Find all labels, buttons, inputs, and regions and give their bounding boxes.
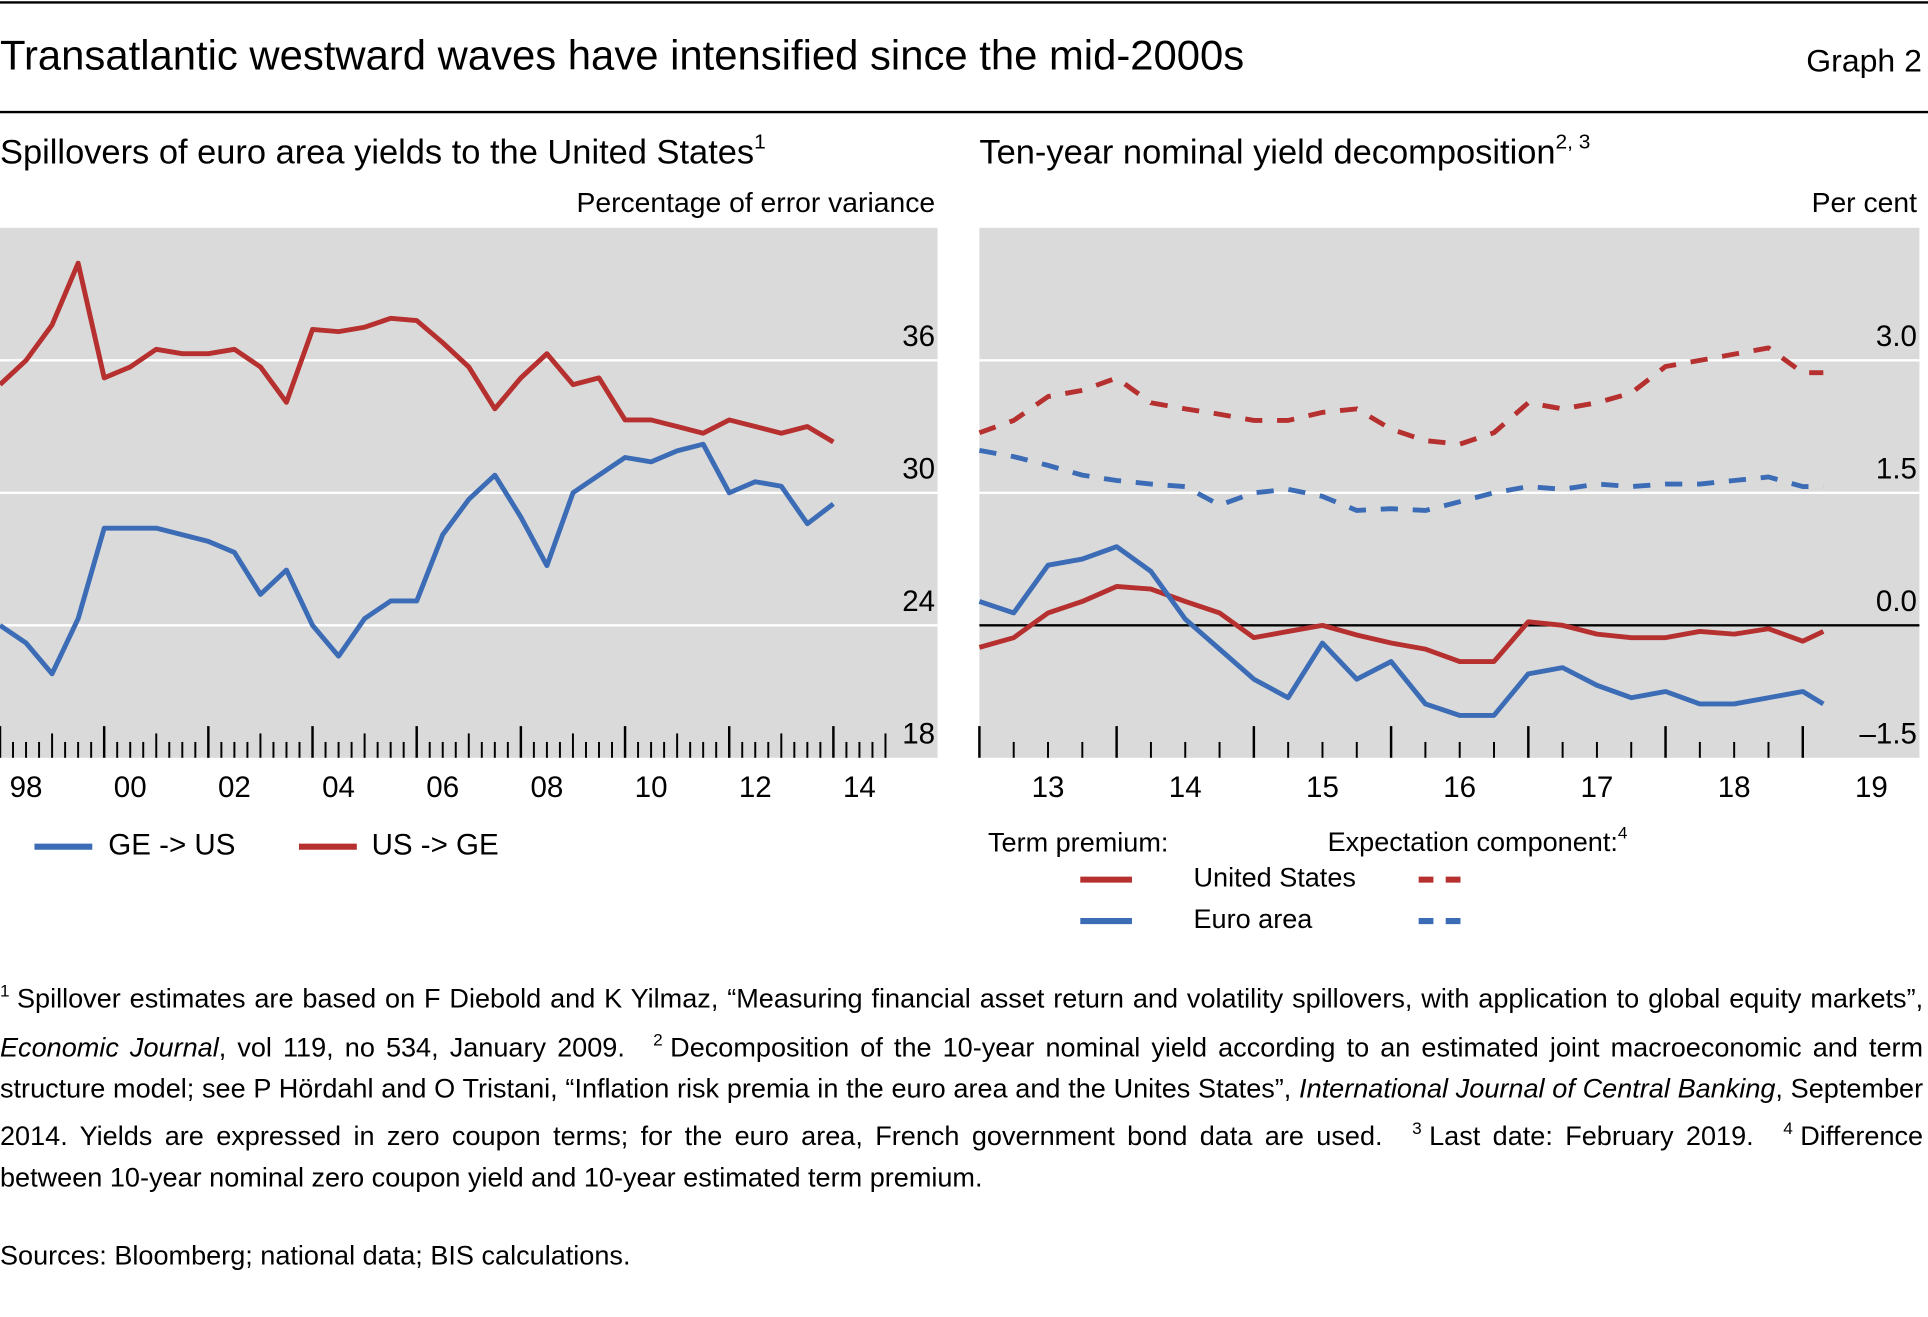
main-title: Transatlantic westward waves have intens… <box>0 32 1244 79</box>
legend-note: 4 <box>1618 822 1628 842</box>
x-tick-label: 15 <box>1306 771 1339 804</box>
series-line <box>978 345 1824 447</box>
x-tick-label: 17 <box>1581 771 1614 804</box>
x-tick-label: 13 <box>1032 771 1065 804</box>
chart-title-text: Ten-year nominal yield decomposition <box>979 134 1555 172</box>
y-tick-label: 36 <box>902 320 935 353</box>
footnote: 1 Spillover estimates are based on F Dieb… <box>0 980 1924 1063</box>
graph-label: Graph 2 <box>1806 43 1922 79</box>
footnote-marker: 3 <box>1412 1118 1422 1139</box>
x-tick-label: 14 <box>1169 771 1202 804</box>
y-tick-label: 0.0 <box>1876 585 1917 618</box>
legend-heading-text: Expectation component: <box>1328 827 1618 857</box>
y-tick-label: 18 <box>902 718 935 751</box>
footnote-text: Difference between 10-year nominal zero … <box>0 1121 1924 1193</box>
footnote-text: , September 2014. Yields are expressed i… <box>0 1072 1924 1152</box>
x-tick-label: 19 <box>1855 771 1888 804</box>
series-line <box>978 544 1825 718</box>
x-tick-label: 18 <box>1718 771 1751 804</box>
x-tick-label: 06 <box>426 771 459 804</box>
y-axis-unit: Per cent <box>1812 187 1918 218</box>
y-tick-label: 30 <box>902 453 935 486</box>
charts: Transatlantic westward waves have intens… <box>0 1 1928 934</box>
chart-title-text: Spillovers of euro area yields to the Un… <box>0 134 754 172</box>
title-note: 1 <box>754 130 766 153</box>
x-tick-label: 10 <box>635 771 668 804</box>
legend-label: US -> GE <box>372 829 499 862</box>
y-tick-label: 24 <box>902 585 935 618</box>
sources: Sources: Bloomberg; national data; BIS c… <box>0 1240 631 1271</box>
footnote: 4 Difference between 10-year nominal zero… <box>0 1118 1924 1193</box>
series-line <box>0 441 835 677</box>
y-axis-unit: Percentage of error variance <box>577 187 936 218</box>
footnote-marker: 2 <box>653 1029 663 1049</box>
footnote-text: , vol 119, no 534, January 2009. <box>218 1031 625 1063</box>
y-tick-label: 3.0 <box>1876 320 1917 353</box>
footnote-text: Spillover estimates are based on F Diebo… <box>16 983 1924 1014</box>
x-tick-label: 14 <box>843 771 876 804</box>
x-tick-label: 12 <box>739 771 772 804</box>
footnote-marker: 1 <box>0 980 10 1001</box>
title-note: 2, 3 <box>1556 130 1591 153</box>
footnote-text: Last date: February 2019. <box>1429 1121 1754 1152</box>
legend-label: Euro area <box>1193 904 1312 934</box>
chart-title: Ten-year nominal yield decomposition2, 3 <box>979 130 1590 172</box>
footnote: 2 Decomposition of the 10-year nominal yi… <box>0 1029 1924 1152</box>
legend-heading: Expectation component:4 <box>1328 822 1628 857</box>
x-tick-label: 16 <box>1443 771 1476 804</box>
footnotes: 1 Spillover estimates are based on F Dieb… <box>0 971 1923 1199</box>
y-tick-label: –1.5 <box>1859 718 1916 751</box>
footnote-text: International Journal of Central Banking <box>1299 1072 1776 1104</box>
footnote: 3 Last date: February 2019. <box>1412 1118 1754 1152</box>
legend-heading: Term premium: <box>988 827 1168 857</box>
x-tick-label: 98 <box>10 771 43 804</box>
series-line <box>0 260 835 445</box>
x-tick-label: 08 <box>530 771 563 804</box>
x-tick-label: 04 <box>322 771 355 804</box>
legend-label: United States <box>1193 863 1355 893</box>
legend-label: GE -> US <box>108 829 235 862</box>
footnote-text: Economic Journal <box>0 1031 219 1063</box>
footnote-text: Decomposition of the 10-year nominal yie… <box>0 1031 1924 1104</box>
footnote-marker: 4 <box>1783 1118 1793 1139</box>
x-tick-label: 00 <box>114 771 147 804</box>
x-tick-label: 02 <box>218 771 251 804</box>
y-tick-label: 1.5 <box>1876 453 1917 486</box>
chart-title: Spillovers of euro area yields to the Un… <box>0 130 766 172</box>
series-line <box>978 584 1825 664</box>
